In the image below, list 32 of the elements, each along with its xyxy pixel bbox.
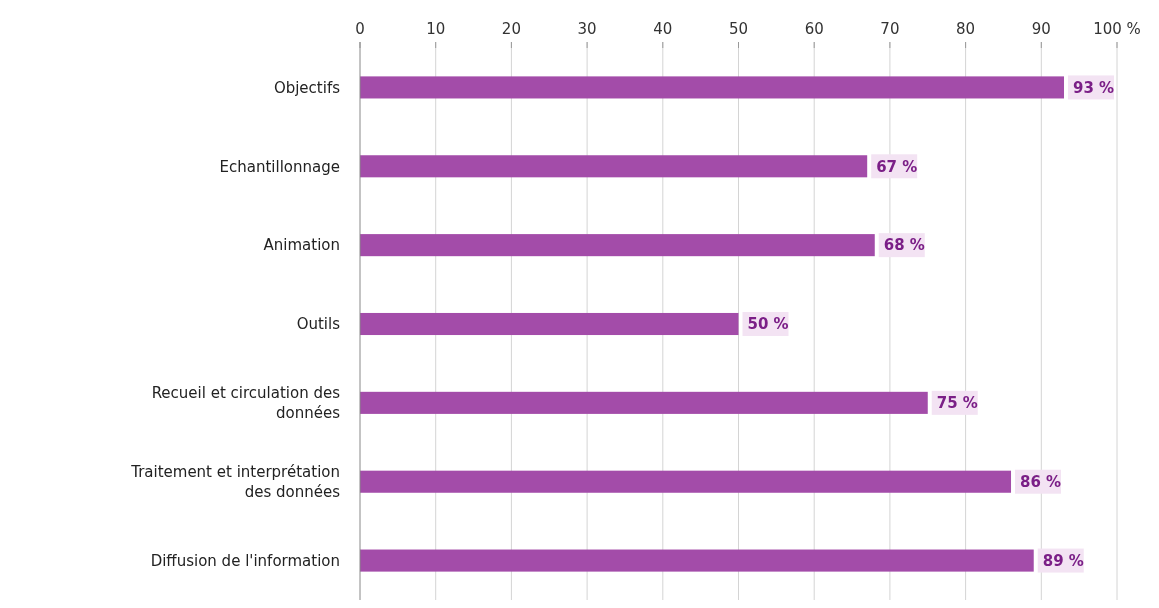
y-tick-label: Objectifs: [273, 78, 341, 97]
x-tick-label: 20: [501, 20, 521, 38]
data-label: 75 %: [936, 394, 978, 413]
data-label: 50 %: [747, 315, 789, 334]
data-label: 93 %: [1073, 78, 1115, 97]
y-tick-label: Diffusion de l'information: [150, 551, 340, 570]
x-tick-label: 90: [1031, 20, 1051, 38]
bar: [360, 155, 868, 178]
bar: [360, 76, 1065, 99]
y-tick-label: Echantillonnage: [219, 157, 340, 176]
y-tick-label: Traitement et interprétation des données: [130, 462, 341, 501]
y-tick-label: Animation: [263, 236, 340, 255]
x-tick-label: 60: [804, 20, 824, 38]
x-tick-label: 0: [355, 20, 365, 38]
x-tick-label: 30: [577, 20, 597, 38]
data-label: 86 %: [1020, 472, 1062, 491]
x-tick-label: 80: [956, 20, 976, 38]
data-label: 67 %: [876, 157, 918, 176]
bar: [360, 549, 1034, 572]
data-label: 68 %: [883, 236, 925, 255]
x-tick-label: 50: [728, 20, 749, 38]
bar: [360, 234, 875, 257]
bar: [360, 470, 1012, 493]
x-tick-label: 100 %: [1093, 20, 1141, 38]
x-tick-label: 40: [653, 20, 673, 38]
bar: [360, 312, 739, 336]
y-tick-label: Outils: [296, 315, 341, 334]
data-label: 89 %: [1042, 551, 1084, 570]
x-tick-label: 10: [426, 20, 446, 38]
bar: [360, 391, 928, 414]
y-tick-label: Recueil et circulation des données: [151, 384, 341, 423]
x-tick-label: 70: [880, 20, 900, 38]
